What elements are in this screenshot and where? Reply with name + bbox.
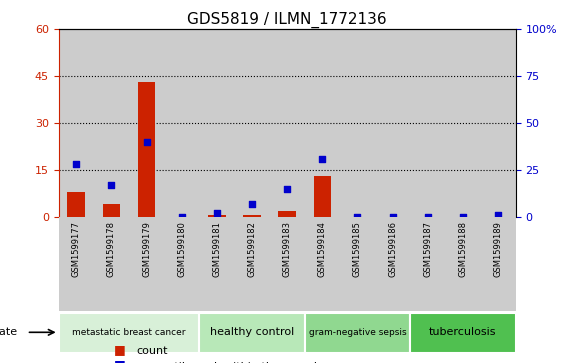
- Text: GSM1599179: GSM1599179: [142, 221, 151, 277]
- Bar: [164, 29, 199, 217]
- Bar: [199, 29, 234, 217]
- Point: [423, 214, 432, 220]
- Text: percentile rank within the sample: percentile rank within the sample: [137, 362, 324, 363]
- Bar: [481, 29, 516, 217]
- Bar: [270, 217, 305, 311]
- Point: [142, 139, 151, 144]
- Bar: [243, 215, 261, 217]
- Point: [318, 156, 327, 162]
- Text: ■: ■: [114, 359, 125, 363]
- Text: tuberculosis: tuberculosis: [429, 327, 497, 337]
- Text: metastatic breast cancer: metastatic breast cancer: [72, 328, 186, 337]
- Point: [212, 210, 222, 216]
- Bar: [445, 217, 481, 311]
- Text: GSM1599178: GSM1599178: [107, 221, 116, 277]
- Bar: [67, 192, 85, 217]
- Text: GSM1599188: GSM1599188: [458, 221, 468, 277]
- Bar: [278, 211, 296, 217]
- Text: healthy control: healthy control: [210, 327, 294, 337]
- Bar: [270, 29, 305, 217]
- Bar: [103, 204, 120, 217]
- Bar: [340, 217, 375, 311]
- Text: GSM1599187: GSM1599187: [423, 221, 432, 277]
- Bar: [410, 29, 445, 217]
- Text: GSM1599181: GSM1599181: [212, 221, 222, 277]
- Bar: [375, 217, 410, 311]
- Point: [388, 214, 397, 220]
- Bar: [375, 29, 410, 217]
- Text: gram-negative sepsis: gram-negative sepsis: [309, 328, 406, 337]
- Bar: [234, 217, 270, 311]
- Point: [458, 214, 468, 220]
- Bar: [59, 29, 94, 217]
- Bar: [129, 217, 164, 311]
- Point: [71, 161, 81, 167]
- Bar: [305, 313, 410, 354]
- Bar: [410, 217, 445, 311]
- Text: disease state: disease state: [0, 327, 18, 337]
- Point: [353, 214, 362, 220]
- Bar: [445, 29, 481, 217]
- Text: GSM1599180: GSM1599180: [177, 221, 186, 277]
- Bar: [138, 82, 155, 217]
- Bar: [94, 217, 129, 311]
- Bar: [199, 217, 234, 311]
- Title: GDS5819 / ILMN_1772136: GDS5819 / ILMN_1772136: [188, 12, 387, 28]
- Bar: [164, 217, 199, 311]
- Point: [247, 201, 257, 207]
- Point: [107, 182, 116, 188]
- Text: GSM1599184: GSM1599184: [318, 221, 327, 277]
- Text: GSM1599189: GSM1599189: [493, 221, 503, 277]
- Bar: [129, 29, 164, 217]
- Bar: [94, 29, 129, 217]
- Text: GSM1599185: GSM1599185: [353, 221, 362, 277]
- Bar: [59, 313, 199, 354]
- Text: GSM1599183: GSM1599183: [282, 221, 292, 277]
- Text: GSM1599186: GSM1599186: [388, 221, 397, 277]
- Point: [282, 186, 292, 192]
- Point: [177, 214, 186, 220]
- Bar: [305, 217, 340, 311]
- Bar: [314, 176, 331, 217]
- Bar: [410, 313, 516, 354]
- Bar: [481, 217, 516, 311]
- Text: ■: ■: [114, 343, 125, 356]
- Text: GSM1599177: GSM1599177: [71, 221, 81, 277]
- Bar: [340, 29, 375, 217]
- Bar: [208, 215, 226, 217]
- Bar: [199, 313, 305, 354]
- Text: GSM1599182: GSM1599182: [247, 221, 257, 277]
- Bar: [59, 217, 94, 311]
- Bar: [305, 29, 340, 217]
- Text: count: count: [137, 346, 168, 356]
- Bar: [234, 29, 270, 217]
- Point: [493, 212, 503, 218]
